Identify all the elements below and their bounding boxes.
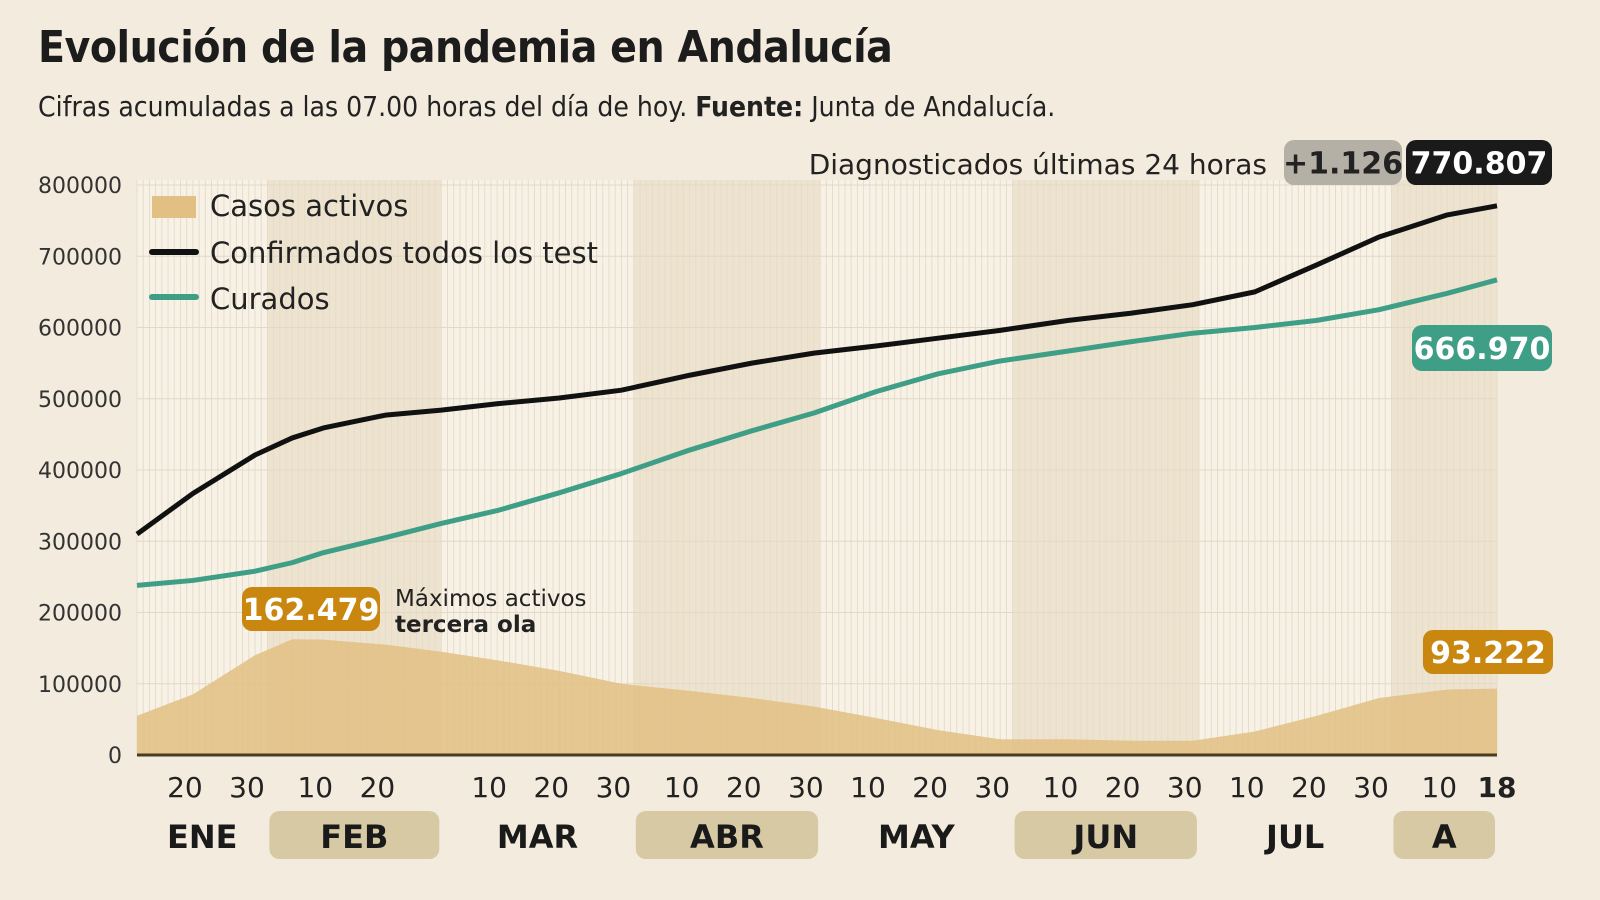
x-tick-label: 20 [1105,771,1141,804]
daily-increase-badge-bg [1284,140,1402,185]
confirmados-total-badge-bg [1406,140,1552,185]
month-band-label-bg [635,811,819,859]
x-tick-label: 30 [229,771,265,804]
month-label: MAY [878,818,956,856]
x-tick-label: 30 [788,771,824,804]
month-band-label-bg [269,811,440,859]
daily-increase-badge: +1.126 [1283,147,1403,182]
series-line-confirmados [135,203,1498,537]
y-tick-label: 400000 [38,459,122,484]
y-tick-label: 800000 [38,174,122,199]
x-tick-label: 10 [1229,771,1265,804]
month-band-label-bg [1393,811,1495,859]
x-tick-label: 30 [974,771,1010,804]
x-tick-label: 30 [1353,771,1389,804]
series-area-casos-activos [137,639,1497,755]
legend-label: Confirmados todos los test [210,236,598,270]
legend-label: Casos activos [210,189,408,223]
x-tick-label: 30 [1167,771,1203,804]
month-label: A [1432,818,1457,856]
curados-total-badge-bg [1412,325,1552,371]
x-tick-label: 10 [850,771,886,804]
y-tick-label: 300000 [38,530,122,555]
activos-current-badge-bg [1423,630,1553,674]
activos-max-badge: 162.479 [243,593,380,628]
month-band-label-bg [1014,811,1197,859]
legend-label: Curados [210,282,330,316]
x-tick-label: 20 [533,771,569,804]
x-tick-label: 20 [1291,771,1327,804]
x-tick-label: 20 [726,771,762,804]
x-tick-label: 20 [360,771,396,804]
source-label: Fuente: [695,90,804,123]
subtitle-text: Cifras acumuladas a las 07.00 horas del … [38,90,688,123]
month-label: MAR [497,818,578,856]
daily-label: Diagnosticados últimas 24 horas [809,148,1267,181]
activos-max-note: Máximos activos [395,586,587,612]
month-label: FEB [320,818,388,856]
source-text: Junta de Andalucía. [811,90,1056,123]
legend-swatch-casos-activos [152,196,196,218]
x-tick-label: 30 [596,771,632,804]
x-tick-label: 10 [1421,771,1457,804]
activos-max-badge-bg [242,587,380,631]
confirmados-total-badge: 770.807 [1411,147,1548,182]
x-tick-label: 20 [912,771,948,804]
month-label: ABR [690,818,764,856]
x-tick-label: 10 [664,771,700,804]
x-tick-label: 18 [1478,771,1517,804]
x-tick-label: 20 [167,771,203,804]
y-tick-label: 200000 [38,602,122,627]
y-tick-label: 700000 [38,245,122,270]
y-tick-label: 0 [108,744,122,769]
y-tick-label: 100000 [38,673,122,698]
activos-max-note: tercera ola [395,612,536,638]
chart-subtitle: Cifras acumuladas a las 07.00 horas del … [38,90,1055,123]
chart-title: Evolución de la pandemia en Andalucía [38,22,893,73]
series-line-curados [136,277,1498,588]
x-tick-label: 10 [1043,771,1079,804]
x-tick-label: 10 [471,771,507,804]
activos-current-badge: 93.222 [1430,636,1546,671]
curados-total-badge: 666.970 [1414,332,1551,367]
month-label: JUN [1071,818,1138,856]
y-tick-label: 500000 [38,388,122,413]
month-label: JUL [1264,818,1324,856]
y-tick-label: 600000 [38,317,122,342]
month-label: ENE [167,818,238,856]
x-tick-label: 10 [297,771,333,804]
